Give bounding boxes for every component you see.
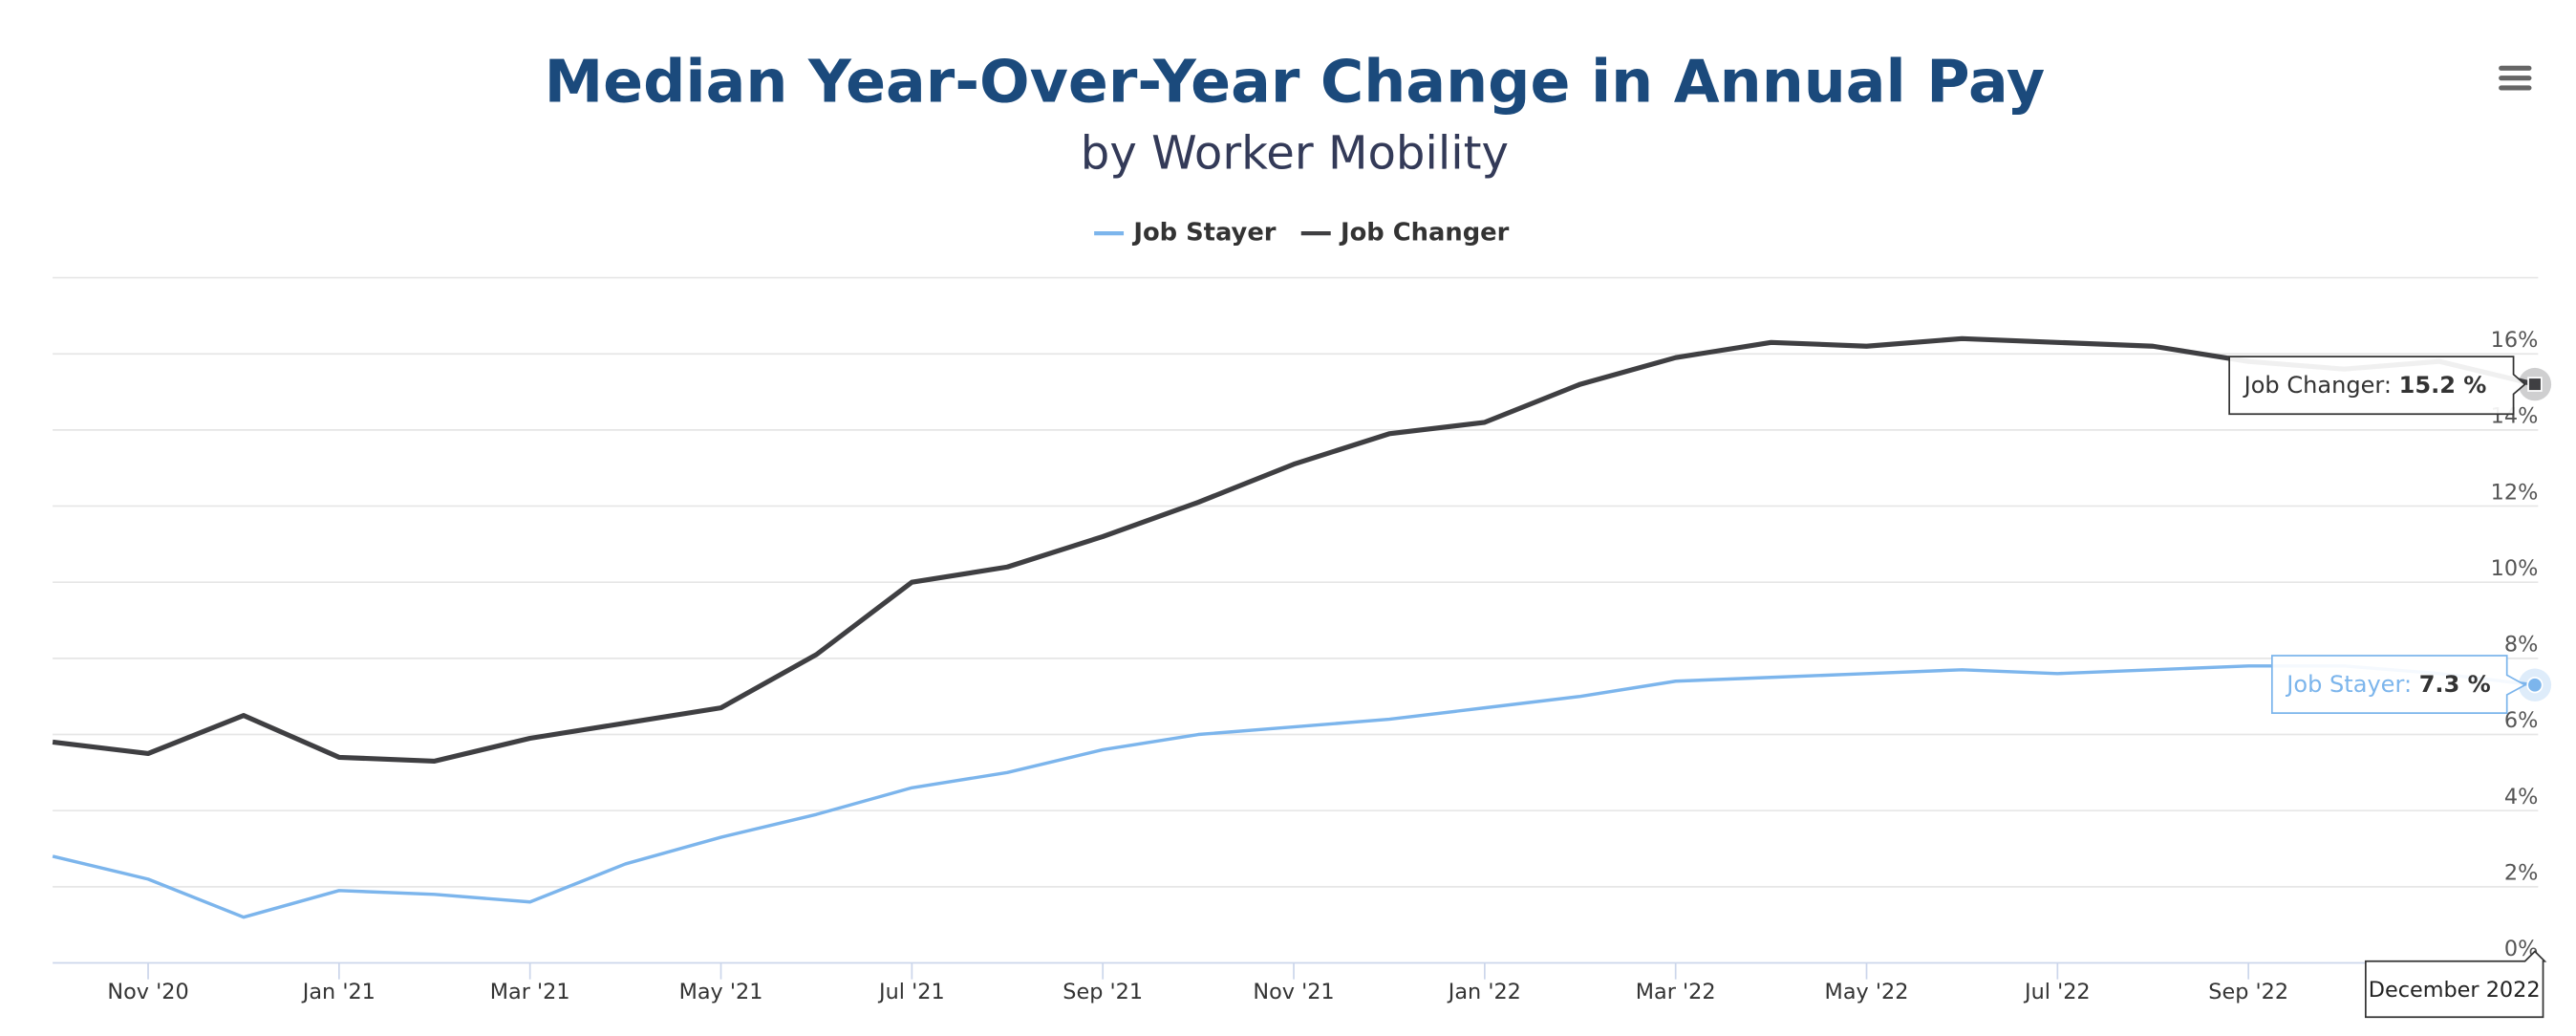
legend-label[interactable]: Job Stayer (1131, 219, 1276, 248)
x-tick-label: Jan '21 (301, 980, 376, 1004)
x-tick-label: Jul '22 (2023, 980, 2091, 1004)
y-tick-label: 12% (2491, 480, 2539, 505)
x-tick-label: Jul '21 (877, 980, 945, 1004)
x-tick-label: Sep '22 (2208, 980, 2288, 1004)
series-line (52, 335, 2536, 764)
x-tick-label: May '21 (679, 980, 763, 1004)
hover-marker (2527, 377, 2543, 392)
x-tick-label: Nov '20 (107, 980, 188, 1004)
tooltip-value: 7.3 % (2419, 671, 2491, 698)
hover-marker (2526, 677, 2544, 694)
tooltip-series: Job Stayer: (2285, 671, 2418, 698)
y-tick-label: 2% (2504, 861, 2538, 886)
y-tick-label: 4% (2504, 785, 2538, 809)
x-tick-label: Mar '21 (490, 980, 570, 1004)
y-tick-label: 10% (2491, 556, 2539, 581)
x-tick-label: Mar '22 (1636, 980, 1716, 1004)
tooltip-box (2228, 356, 2526, 416)
y-tick-label: 16% (2491, 328, 2539, 353)
chart-subtitle: by Worker Mobility (1081, 126, 1509, 180)
x-tick-label: Nov '21 (1253, 980, 1334, 1004)
tooltip-box (2270, 655, 2527, 715)
menu-bar (2499, 85, 2532, 91)
tooltip-value: 15.2 % (2399, 372, 2487, 399)
x-tick-label: Sep '21 (1063, 980, 1143, 1004)
x-tick-label: Jan '22 (1447, 980, 1521, 1004)
series-line (52, 664, 2536, 919)
tooltip-text: Job Changer: 15.2 % (2243, 372, 2487, 399)
menu-button[interactable] (2497, 62, 2534, 93)
tooltip-text: Job Stayer: 7.3 % (2285, 671, 2490, 698)
y-tick-label: 8% (2504, 633, 2538, 658)
tooltip-series: Job Changer: (2243, 372, 2399, 399)
menu-bar (2499, 76, 2532, 81)
chart-title: Median Year-Over-Year Change in Annual P… (545, 47, 2046, 116)
tooltip-header-box (2364, 950, 2547, 1019)
menu-bar (2499, 65, 2532, 71)
x-tick-label: May '22 (1825, 980, 1909, 1004)
legend-label[interactable]: Job Changer (1339, 219, 1510, 248)
y-tick-label: 6% (2504, 708, 2538, 733)
tooltip-header: December 2022 (2369, 978, 2541, 1003)
